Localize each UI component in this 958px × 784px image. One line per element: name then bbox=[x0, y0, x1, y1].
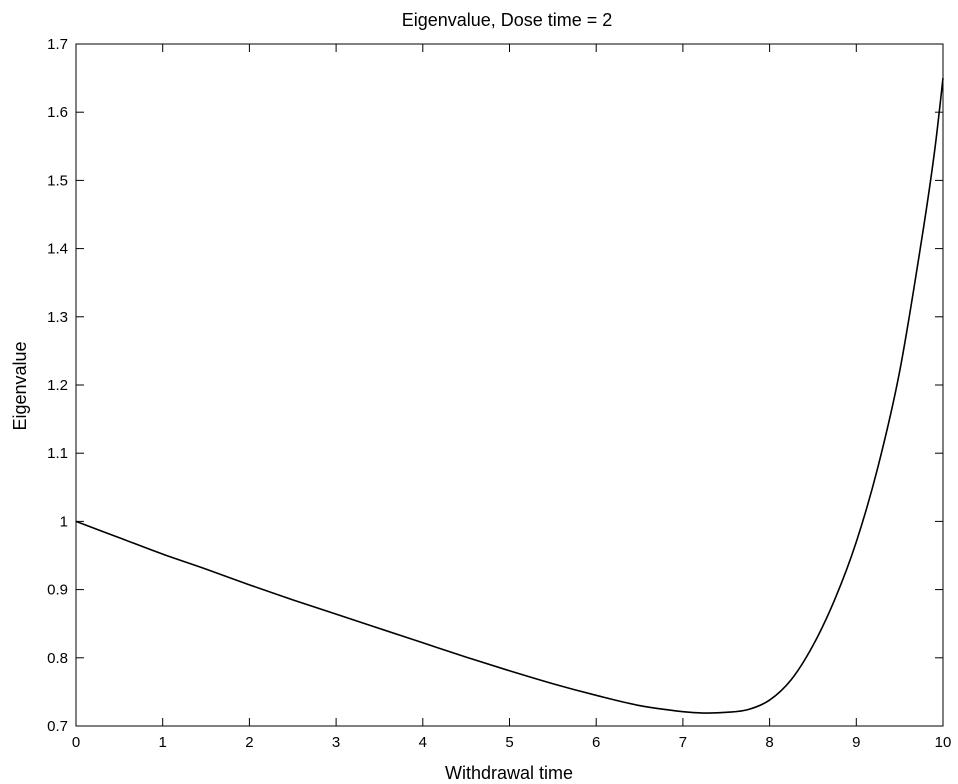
x-tick-label: 8 bbox=[765, 734, 773, 751]
plot-area-frame bbox=[75, 43, 944, 727]
y-tick-label: 1.2 bbox=[47, 377, 68, 394]
x-axis-ticks: 0 1 2 3 4 5 6 7 8 9 10 bbox=[72, 44, 952, 751]
eigenvalue-series-line bbox=[75, 78, 944, 714]
y-axis-title: Eigenvalue bbox=[10, 341, 30, 430]
y-tick-label: 1.3 bbox=[47, 309, 68, 326]
x-tick-label: 2 bbox=[245, 734, 253, 751]
y-tick-label: 1.4 bbox=[47, 241, 68, 258]
y-tick-label: 1.7 bbox=[47, 36, 68, 53]
y-tick-label: 1.5 bbox=[47, 172, 68, 189]
y-tick-label: 1.1 bbox=[47, 445, 68, 462]
x-tick-label: 6 bbox=[592, 734, 600, 751]
y-axis-ticks: 0.7 0.8 0.9 1 1.1 1.2 1.3 1.4 1.5 1.6 1.7 bbox=[47, 36, 943, 735]
x-tick-label: 0 bbox=[72, 734, 80, 751]
x-axis-title: Withdrawal time bbox=[445, 763, 573, 783]
x-tick-label: 4 bbox=[419, 734, 427, 751]
y-tick-label: 0.7 bbox=[47, 718, 68, 735]
x-tick-label: 5 bbox=[505, 734, 513, 751]
x-tick-label: 3 bbox=[332, 734, 340, 751]
series-layer bbox=[75, 78, 944, 714]
x-tick-label: 1 bbox=[159, 734, 167, 751]
y-tick-label: 0.8 bbox=[47, 650, 68, 667]
chart-title: Eigenvalue, Dose time = 2 bbox=[402, 10, 613, 30]
x-tick-label: 7 bbox=[679, 734, 687, 751]
x-tick-label: 9 bbox=[852, 734, 860, 751]
y-tick-label: 0.9 bbox=[47, 582, 68, 599]
y-tick-label: 1.6 bbox=[47, 104, 68, 121]
y-tick-label: 1 bbox=[60, 513, 68, 530]
x-tick-label: 10 bbox=[935, 734, 952, 751]
